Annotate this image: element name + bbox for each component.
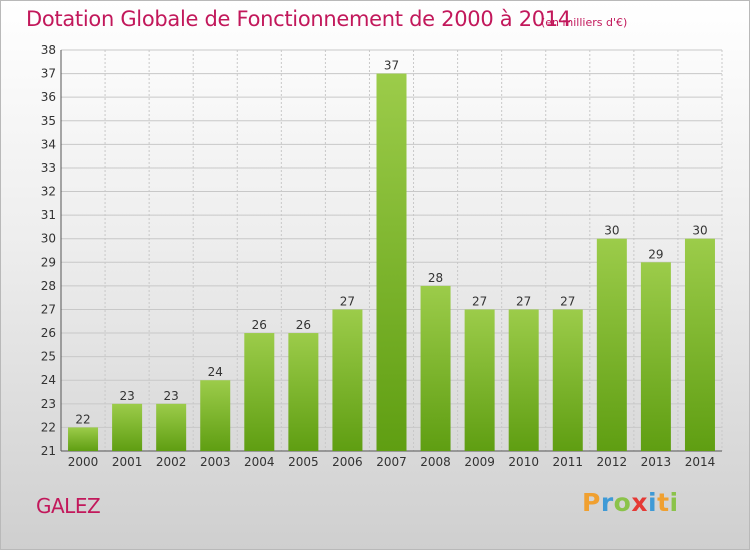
- y-tick-label: 23: [41, 397, 56, 411]
- bar-value-label: 28: [428, 271, 443, 285]
- bar-2006: [332, 309, 363, 451]
- bar-2008: [420, 285, 451, 451]
- bar-2012: [596, 238, 627, 451]
- bar-2009: [464, 309, 495, 451]
- bar-2013: [640, 262, 671, 451]
- logo-letter: r: [600, 488, 614, 517]
- logo-letter: P: [582, 488, 601, 517]
- bar-value-label: 27: [516, 294, 531, 308]
- bar-value-label: 37: [384, 59, 399, 73]
- bar-2011: [552, 309, 583, 451]
- y-tick-label: 26: [41, 326, 56, 340]
- x-tick-label: 2012: [597, 455, 628, 469]
- chart-unit: (en milliers d'€): [541, 16, 628, 29]
- bar-value-label: 27: [560, 294, 575, 308]
- bar-value-label: 23: [119, 389, 134, 403]
- x-tick-label: 2009: [464, 455, 495, 469]
- x-tick-label: 2011: [552, 455, 583, 469]
- y-tick-label: 32: [41, 185, 56, 199]
- x-tick-label: 2013: [641, 455, 672, 469]
- y-tick-label: 24: [41, 373, 56, 387]
- bar-value-label: 26: [296, 318, 311, 332]
- y-tick-label: 34: [41, 137, 56, 151]
- x-tick-label: 2006: [332, 455, 363, 469]
- x-tick-label: 2005: [288, 455, 319, 469]
- y-tick-label: 35: [41, 114, 56, 128]
- logo-letter: t: [657, 488, 670, 517]
- bar-value-label: 22: [75, 412, 90, 426]
- x-tick-label: 2000: [68, 455, 99, 469]
- y-tick-label: 31: [41, 208, 56, 222]
- x-tick-label: 2003: [200, 455, 231, 469]
- y-tick-label: 25: [41, 350, 56, 364]
- x-tick-label: 2008: [420, 455, 451, 469]
- chart-title: Dotation Globale de Fonctionnement de 20…: [26, 7, 571, 31]
- logo-letter: x: [631, 488, 648, 517]
- y-tick-label: 33: [41, 161, 56, 175]
- bar-2007: [376, 73, 407, 452]
- bar-2004: [244, 333, 275, 451]
- y-tick-label: 37: [41, 67, 56, 81]
- bar-2001: [112, 403, 143, 451]
- y-tick-label: 28: [41, 279, 56, 293]
- bar-value-label: 27: [340, 294, 355, 308]
- y-tick-label: 21: [41, 444, 56, 458]
- bar-value-label: 30: [604, 224, 619, 238]
- y-tick-label: 29: [41, 255, 56, 269]
- logo-letter: i: [669, 488, 679, 517]
- bar-value-label: 30: [692, 224, 707, 238]
- bar-2003: [200, 380, 231, 451]
- bar-value-label: 23: [164, 389, 179, 403]
- y-tick-label: 27: [41, 302, 56, 316]
- x-tick-label: 2001: [112, 455, 143, 469]
- y-tick-label: 30: [41, 232, 56, 246]
- logo-letter: o: [613, 488, 632, 517]
- bar-2014: [684, 238, 715, 451]
- commune-name: GALEZ: [36, 494, 101, 518]
- bar-2005: [288, 333, 319, 451]
- labels: 21 22 23 24 25 26 27 28 29 30 31 32 33 34 35 36 37 38 22 20…: [41, 43, 716, 469]
- x-tick-label: 2007: [376, 455, 407, 469]
- bar-value-label: 24: [208, 365, 223, 379]
- bar-value-label: 26: [252, 318, 267, 332]
- proxiti-logo: Proxiti: [582, 488, 679, 517]
- bar-2002: [156, 403, 187, 451]
- bar-value-label: 29: [648, 247, 663, 261]
- x-tick-label: 2002: [156, 455, 187, 469]
- x-tick-label: 2004: [244, 455, 275, 469]
- y-tick-label: 22: [41, 420, 56, 434]
- y-tick-label: 36: [41, 90, 56, 104]
- bar-2010: [508, 309, 539, 451]
- bars: [68, 73, 715, 452]
- y-tick-label: 38: [41, 43, 56, 57]
- logo-letter: i: [648, 488, 658, 517]
- x-tick-label: 2010: [508, 455, 539, 469]
- bar-value-label: 27: [472, 294, 487, 308]
- bar-2000: [68, 427, 99, 451]
- x-tick-label: 2014: [685, 455, 716, 469]
